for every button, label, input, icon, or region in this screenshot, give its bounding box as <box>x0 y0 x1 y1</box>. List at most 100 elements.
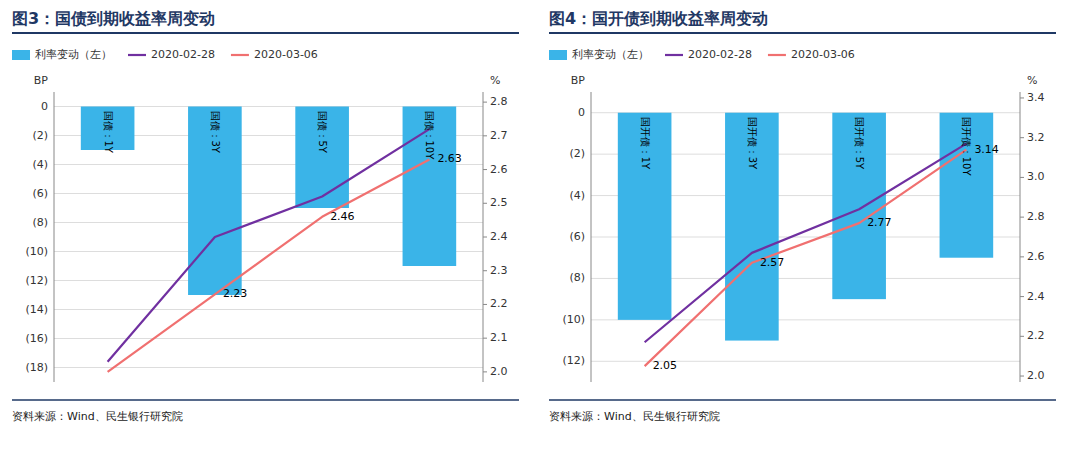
legend-swatch <box>128 54 146 56</box>
bar <box>832 113 886 299</box>
annotation: 2.46 <box>330 210 355 223</box>
grid-line <box>54 280 483 281</box>
y-axis-line <box>54 92 55 382</box>
y2-tick-label: 2.4 <box>1027 290 1045 303</box>
chart-title: 图4：国开债到期收益率周变动 <box>549 9 768 28</box>
category-label: 国开债：10Y <box>961 117 972 177</box>
y2-tick-label: 2.5 <box>490 196 508 209</box>
y-tick-label: (10) <box>25 245 48 258</box>
y2-tick-label: 2.7 <box>490 129 508 142</box>
y2-tick <box>483 203 487 204</box>
chart-panel: 图4：国开债到期收益率周变动0(2)(4)(6)(8)(10)(12)2.02.… <box>549 9 1056 423</box>
y2-tick <box>1020 336 1024 337</box>
y-tick-label: 0 <box>578 106 585 119</box>
line <box>645 150 967 367</box>
plot-area <box>81 107 456 372</box>
y2-tick-label: 2.4 <box>490 230 508 243</box>
legend-label: 2020-03-06 <box>791 48 855 61</box>
category-label: 国开债：3Y <box>747 117 758 170</box>
category-label: 国债：3Y <box>210 111 221 154</box>
grid-line <box>54 338 483 339</box>
source-note: 资料来源：Wind、民生银行研究院 <box>12 410 183 423</box>
plot-area <box>618 113 993 366</box>
y2-tick <box>1020 97 1024 98</box>
line <box>108 159 430 371</box>
y-axis-label: BP <box>571 74 586 87</box>
y-tick-label: (16) <box>25 332 48 345</box>
y2-tick <box>1020 256 1024 257</box>
legend-label: 2020-02-28 <box>688 48 752 61</box>
y2-tick-label: 2.8 <box>490 95 508 108</box>
y-tick-label: (4) <box>569 189 585 202</box>
source-divider <box>549 399 1056 401</box>
category-label: 国债：10Y <box>424 111 435 161</box>
y2-tick <box>483 304 487 305</box>
category-label: 国开债：1Y <box>640 117 651 170</box>
source-divider <box>12 399 519 401</box>
y-tick-label: (10) <box>562 313 585 326</box>
y2-axis-label: % <box>490 74 500 87</box>
y-tick-label: (8) <box>32 216 48 229</box>
title-divider <box>12 32 519 34</box>
y2-tick-label: 2.8 <box>1027 210 1045 223</box>
legend: 利率变动（左） 2020-02-28 2020-03-06 <box>549 48 855 61</box>
y2-tick <box>483 169 487 170</box>
y-tick-label: (2) <box>569 147 585 160</box>
y-tick-label: (12) <box>562 354 585 367</box>
legend-label: 利率变动（左） <box>572 48 649 61</box>
legend-swatch <box>549 50 567 60</box>
category-label: 国开债：5Y <box>854 117 865 170</box>
category-label: 国债：1Y <box>103 111 114 154</box>
y2-tick-label: 2.6 <box>490 163 508 176</box>
y2-tick-label: 2.6 <box>1027 250 1045 263</box>
y-tick-label: (18) <box>25 361 48 374</box>
legend-label: 2020-02-28 <box>151 48 215 61</box>
bar <box>295 107 349 209</box>
line <box>108 129 430 362</box>
y2-tick-label: 2.0 <box>490 365 508 378</box>
chart-canvas: 图3：国债到期收益率周变动0(2)(4)(6)(8)(10)(12)(14)(1… <box>0 0 1068 451</box>
legend-swatch <box>12 50 30 60</box>
annotation: 2.23 <box>223 287 248 300</box>
y2-axis-line <box>1020 92 1021 382</box>
y2-tick-label: 2.2 <box>490 297 508 310</box>
y-tick-label: (2) <box>32 129 48 142</box>
annotation: 2.05 <box>653 359 678 372</box>
bar <box>940 113 994 258</box>
y-tick-label: (6) <box>32 187 48 200</box>
y2-tick <box>483 338 487 339</box>
legend-swatch <box>665 54 683 56</box>
bar <box>403 107 457 267</box>
y-tick-label: (14) <box>25 303 48 316</box>
y2-tick <box>483 270 487 271</box>
bar <box>618 113 672 320</box>
y2-tick-label: 3.4 <box>1027 91 1045 104</box>
y2-axis-label: % <box>1027 74 1037 87</box>
y2-tick-label: 3.2 <box>1027 131 1045 144</box>
y2-tick <box>1020 137 1024 138</box>
y-tick-label: (4) <box>32 158 48 171</box>
grid-line <box>54 309 483 310</box>
title-divider <box>549 32 1056 34</box>
grid-line <box>54 367 483 368</box>
y-axis-label: BP <box>34 74 49 87</box>
y2-tick <box>483 102 487 103</box>
y2-axis-line <box>483 92 484 382</box>
annotation: 2.63 <box>437 152 462 165</box>
y2-tick <box>1020 376 1024 377</box>
legend: 利率变动（左）2020-02-282020-03-06 <box>12 48 318 61</box>
y2-tick-label: 2.0 <box>1027 369 1045 382</box>
y2-tick-label: 2.1 <box>490 331 508 344</box>
y2-tick <box>1020 177 1024 178</box>
annotation: 2.77 <box>867 216 892 229</box>
category-label: 国债：5Y <box>317 111 328 154</box>
annotation: 3.14 <box>974 143 999 156</box>
y2-tick-label: 3.0 <box>1027 170 1045 183</box>
y2-tick-label: 2.3 <box>490 264 508 277</box>
y-tick-label: 0 <box>41 100 48 113</box>
y-axis-line <box>591 92 592 382</box>
source-note: 资料来源：Wind、民生银行研究院 <box>549 410 720 423</box>
legend-label: 2020-03-06 <box>254 48 318 61</box>
y2-tick <box>483 237 487 238</box>
y2-tick <box>483 135 487 136</box>
